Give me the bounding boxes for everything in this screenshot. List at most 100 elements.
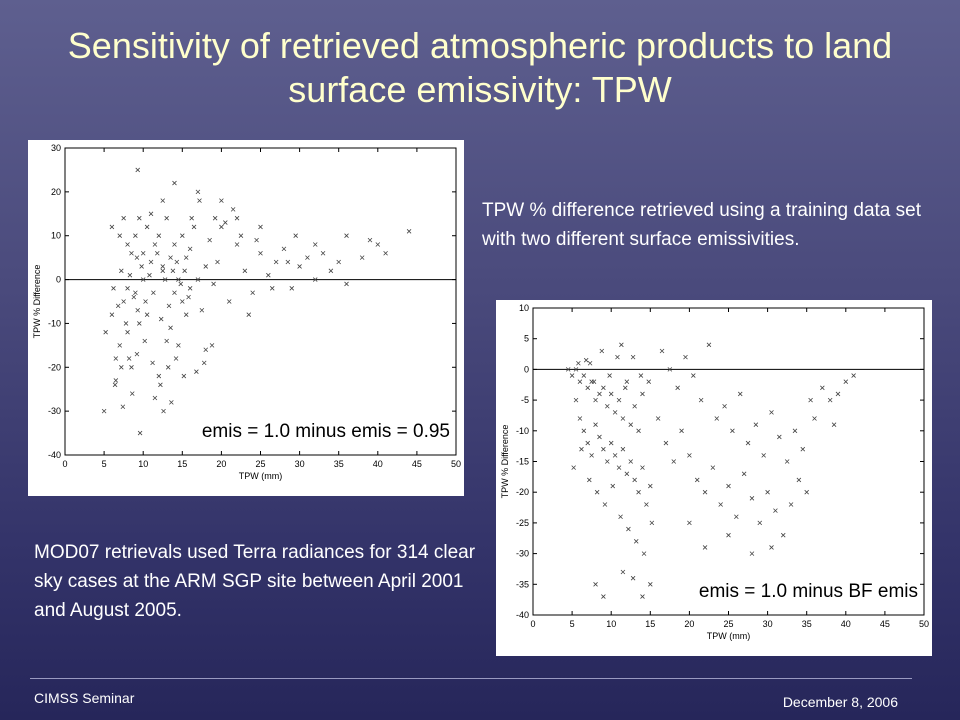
x-tick-label: 5 [102,459,107,469]
x-tick-label: 45 [412,459,422,469]
data-point [734,514,739,520]
data-point [154,250,160,256]
data-point [219,198,224,203]
y-tick-label: 0 [524,364,529,374]
data-point [133,233,138,238]
y-tick-label: -15 [516,457,529,467]
data-point [644,502,649,507]
data-point [788,502,794,507]
data-point [800,446,806,452]
data-point [753,422,759,427]
data-point [293,233,298,238]
y-tick-label: 30 [51,143,61,153]
data-point [151,290,156,296]
y-tick-label: -20 [48,362,61,372]
x-tick-label: 10 [606,619,616,629]
data-point [109,312,115,317]
data-point [152,395,158,401]
data-point [718,502,723,507]
data-point [792,428,798,434]
data-point [784,459,790,464]
y-axis-label: TPW % Difference [32,265,42,339]
data-point [176,277,181,282]
data-point [726,483,731,489]
data-point [569,373,575,378]
data-point [698,397,704,403]
x-tick-label: 45 [880,619,890,629]
data-point [581,428,587,434]
data-point [144,312,150,317]
data-point [710,465,716,470]
data-point [174,259,180,265]
data-point [691,373,696,378]
data-point [773,508,778,513]
data-point [565,367,571,372]
footer-divider [30,678,912,679]
data-point [597,434,602,440]
data-point [612,453,618,458]
y-tick-label: 5 [524,334,529,344]
data-point [769,545,774,550]
data-point [796,477,802,483]
data-point [101,408,107,414]
data-point [636,489,641,495]
data-point [140,277,146,282]
data-point [780,532,786,538]
data-point [714,416,720,421]
data-point [119,365,124,370]
data-point [169,400,174,405]
data-point [199,307,205,313]
data-point [630,575,636,581]
data-point [683,354,688,360]
data-point [587,360,593,366]
data-point [601,594,606,599]
data-point [183,255,189,260]
data-point [687,520,692,526]
data-point [133,290,138,296]
data-point [624,379,630,384]
data-point [144,224,150,230]
data-point [135,307,141,313]
data-point [583,357,589,363]
data-point [178,281,184,287]
footer-right: December 8, 2006 [782,694,898,710]
data-point [312,242,318,247]
data-point [297,264,302,269]
plot-frame [532,307,925,616]
data-point [589,453,594,458]
data-point [164,338,169,344]
data-point [258,250,263,256]
data-point [741,471,747,477]
data-point [765,489,770,495]
data-point [659,348,665,354]
y-tick-label: 0 [56,275,61,285]
data-point [777,434,782,440]
data-point [745,440,751,446]
data-point [622,385,628,391]
y-tick-label: -10 [516,426,529,436]
data-point [706,342,712,348]
data-point [180,233,185,238]
data-point [577,416,583,421]
data-point [164,215,169,221]
data-point [140,250,146,256]
data-point [137,321,142,326]
data-point [851,373,856,378]
data-point [121,215,126,221]
data-point [142,338,148,344]
plot-frame [64,147,457,456]
data-point [359,255,365,260]
data-point [119,268,124,274]
y-axis-label: TPW % Difference [500,425,510,499]
data-point [176,343,181,348]
data-point [121,299,126,304]
data-point [827,397,833,403]
data-point [831,422,837,427]
data-point [619,342,624,348]
data-point [607,373,612,378]
data-point [181,373,187,379]
data-point [749,496,755,501]
data-point [266,272,271,278]
data-point [383,250,388,256]
data-point [726,532,731,538]
